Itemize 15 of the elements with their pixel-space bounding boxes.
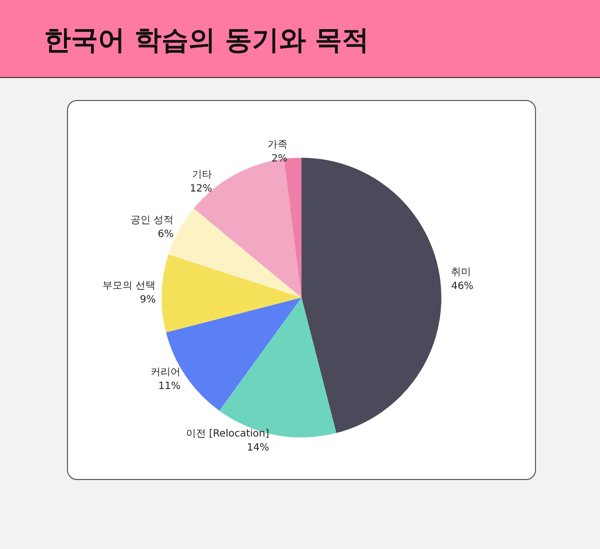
slice-label: 가족 [267, 139, 288, 150]
data-label: 9% [140, 294, 156, 306]
chart-title: 한국어 학습의 동기와 목적 [44, 24, 370, 58]
slice-label: 부모의 선택 [102, 280, 156, 292]
slice-label: 이전 [Relocation] [186, 428, 270, 440]
data-label: 11% [158, 381, 180, 392]
slice-label: 공인 성적 [130, 214, 174, 226]
data-label: 6% [158, 228, 174, 240]
data-label: 12% [190, 183, 212, 194]
slice-label: 취미 [451, 266, 472, 278]
slice-label: 커리어 [150, 367, 180, 378]
data-label: 14% [246, 442, 270, 454]
data-label: 2% [271, 153, 288, 164]
slice-label: 기타 [192, 169, 212, 180]
data-label: 46% [451, 280, 474, 292]
